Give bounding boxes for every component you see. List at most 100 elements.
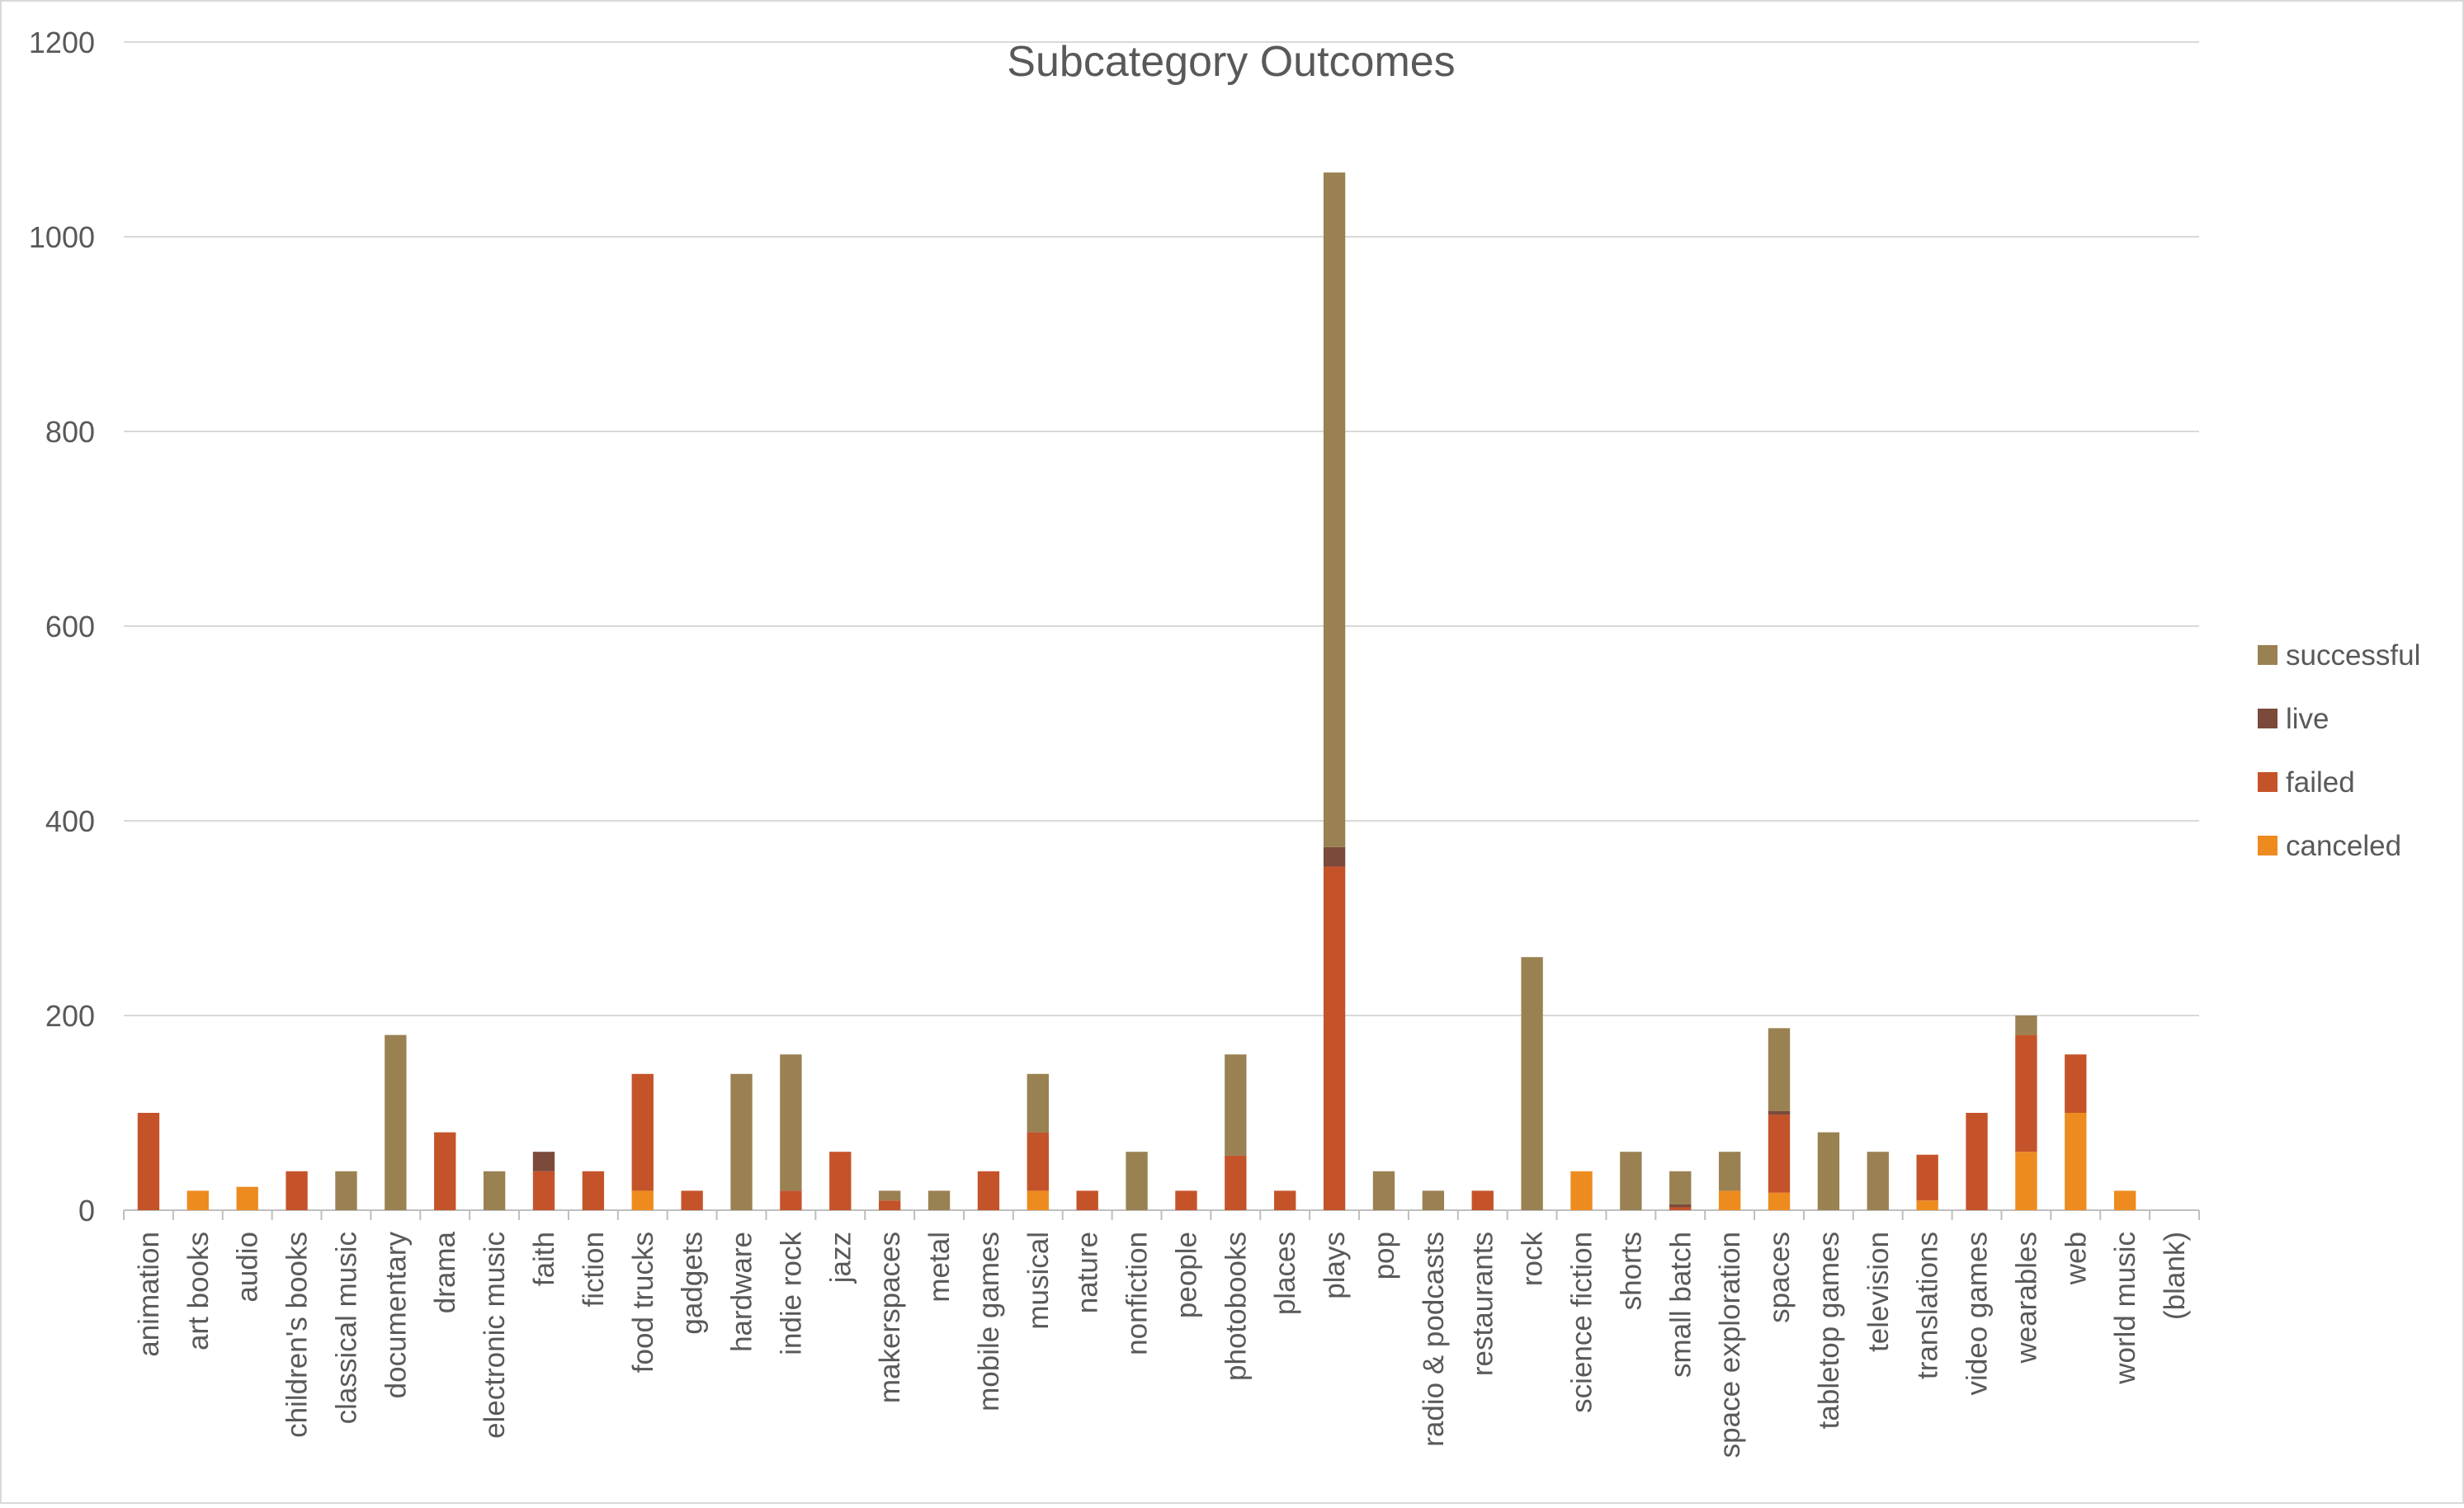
bar-successful-hardware	[730, 1073, 753, 1210]
x-tick-label: plays	[1319, 1232, 1351, 1299]
y-tick-label: 200	[45, 999, 95, 1033]
y-tick-label: 400	[45, 804, 95, 838]
legend-swatch-canceled	[2258, 836, 2278, 855]
bar-successful-rock	[1521, 957, 1543, 1210]
bar-canceled-translations	[1916, 1200, 1938, 1210]
bar-live-small-batch	[1669, 1204, 1692, 1208]
bar-successful-small-batch	[1669, 1171, 1692, 1204]
x-tick-label: tabletop games	[1813, 1232, 1845, 1429]
x-tick-label: food trucks	[627, 1232, 659, 1373]
x-tick-label: world music	[2109, 1232, 2141, 1385]
x-tick-label: audio	[232, 1232, 264, 1303]
x-tick-label: pop	[1368, 1232, 1400, 1279]
bar-successful-makerspaces	[878, 1190, 901, 1201]
x-axis: animation art books audio children's books c…	[123, 1210, 2200, 1458]
bar-canceled-food-trucks	[631, 1190, 654, 1210]
legend-label-live: live	[2286, 703, 2329, 735]
bar-canceled-art-books	[186, 1190, 209, 1210]
bar-canceled-web	[2065, 1113, 2087, 1210]
bar-canceled-world-music	[2114, 1190, 2136, 1210]
chart-title: Subcategory Outcomes	[1007, 38, 1455, 86]
bar-failed-indie-rock	[780, 1190, 802, 1210]
x-tick-label: hardware	[726, 1232, 758, 1352]
bar-successful-shorts	[1620, 1152, 1642, 1210]
bar-failed-photobooks	[1225, 1155, 1247, 1210]
y-tick-label: 1000	[29, 220, 95, 254]
bar-canceled-science-fiction	[1570, 1171, 1593, 1210]
bar-failed-jazz	[829, 1152, 852, 1210]
x-tick-label: fiction	[578, 1232, 610, 1307]
x-tick-label: mobile games	[973, 1232, 1005, 1411]
bar-failed-children-s-books	[286, 1171, 308, 1210]
bar-live-faith	[532, 1152, 555, 1171]
bar-failed-gadgets	[681, 1190, 703, 1210]
x-tick-label: classical music	[330, 1232, 362, 1424]
x-tick-label: spaces	[1763, 1232, 1796, 1323]
x-tick-label: nature	[1072, 1232, 1104, 1313]
x-tick-label: documentary	[380, 1232, 412, 1399]
x-tick-label: shorts	[1615, 1232, 1647, 1310]
bar-failed-food-trucks	[631, 1073, 654, 1191]
bar-failed-mobile-games	[977, 1171, 1000, 1210]
bar-failed-video-games	[1966, 1113, 1988, 1210]
bar-successful-photobooks	[1225, 1054, 1247, 1156]
bar-successful-documentary	[385, 1034, 407, 1210]
bar-successful-wearables	[2015, 1016, 2037, 1035]
x-tick-label: people	[1170, 1232, 1202, 1318]
bar-failed-faith	[532, 1171, 555, 1210]
x-tick-label: (blank)	[2159, 1232, 2191, 1320]
legend-swatch-successful	[2258, 645, 2278, 665]
bar-failed-translations	[1916, 1154, 1938, 1201]
x-tick-label: video games	[1961, 1232, 1994, 1395]
bar-failed-animation	[137, 1113, 160, 1210]
x-tick-label: nonfiction	[1121, 1232, 1154, 1355]
x-tick-label: television	[1862, 1232, 1895, 1352]
x-tick-label: gadgets	[677, 1232, 709, 1335]
x-tick-label: art books	[182, 1232, 215, 1350]
bars	[137, 172, 2136, 1210]
legend-swatch-live	[2258, 709, 2278, 728]
y-tick-label: 600	[45, 610, 95, 643]
x-tick-label: science fiction	[1565, 1232, 1598, 1413]
bar-failed-musical	[1027, 1132, 1049, 1191]
bar-failed-restaurants	[1471, 1190, 1494, 1210]
x-tick-label: translations	[1912, 1232, 1944, 1379]
x-tick-label: animation	[133, 1232, 165, 1357]
y-tick-label: 800	[45, 415, 95, 449]
x-tick-label: restaurants	[1467, 1232, 1499, 1376]
x-tick-label: drama	[429, 1231, 461, 1313]
bar-failed-wearables	[2015, 1034, 2037, 1152]
bar-canceled-space-exploration	[1718, 1190, 1741, 1210]
bar-failed-fiction	[582, 1171, 605, 1210]
bar-successful-tabletop-games	[1817, 1132, 1840, 1210]
bar-successful-pop	[1372, 1171, 1395, 1210]
x-tick-label: web	[2060, 1232, 2092, 1285]
x-tick-label: space exploration	[1714, 1232, 1746, 1458]
bar-canceled-spaces	[1768, 1192, 1791, 1210]
bar-failed-web	[2065, 1054, 2087, 1113]
bar-failed-places	[1274, 1190, 1296, 1210]
legend: successful live failed canceled	[2258, 639, 2420, 862]
bar-successful-electronic-music	[483, 1171, 506, 1210]
x-tick-label: rock	[1517, 1232, 1549, 1287]
x-tick-label: small batch	[1664, 1232, 1697, 1378]
bar-failed-spaces	[1768, 1115, 1791, 1193]
x-tick-label: places	[1269, 1232, 1301, 1315]
bar-canceled-musical	[1027, 1190, 1049, 1210]
bar-live-spaces	[1768, 1110, 1791, 1115]
bar-failed-makerspaces	[878, 1200, 901, 1210]
legend-label-failed: failed	[2286, 766, 2355, 799]
x-tick-label: indie rock	[775, 1232, 807, 1355]
y-tick-label: 0	[78, 1194, 95, 1228]
x-tick-label: metal	[923, 1232, 956, 1303]
x-tick-label: jazz	[824, 1232, 857, 1284]
bar-successful-metal	[928, 1190, 951, 1210]
bar-successful-classical-music	[335, 1171, 357, 1210]
x-tick-label: wearables	[2010, 1232, 2042, 1364]
x-tick-label: radio & podcasts	[1418, 1232, 1450, 1447]
bar-successful-musical	[1027, 1073, 1049, 1133]
bar-failed-nature	[1076, 1190, 1098, 1210]
x-tick-label: makerspaces	[874, 1232, 906, 1403]
